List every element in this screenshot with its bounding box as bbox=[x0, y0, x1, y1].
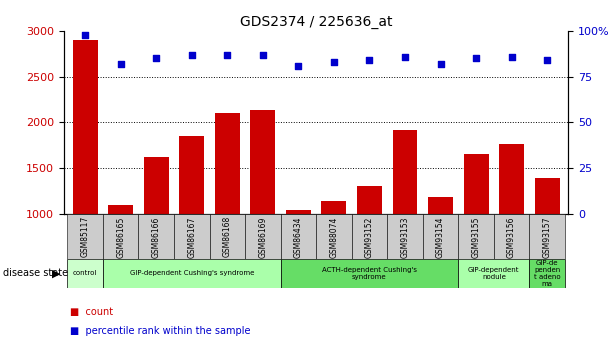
Text: ACTH-dependent Cushing's
syndrome: ACTH-dependent Cushing's syndrome bbox=[322, 267, 417, 280]
Bar bbox=[174, 214, 210, 259]
Bar bbox=[250, 110, 275, 214]
Point bbox=[542, 58, 552, 63]
Bar bbox=[73, 40, 98, 214]
Bar bbox=[103, 214, 139, 259]
Point bbox=[436, 61, 446, 67]
Bar bbox=[316, 214, 351, 259]
Text: control: control bbox=[73, 270, 97, 276]
Bar bbox=[144, 157, 168, 214]
Text: ■  percentile rank within the sample: ■ percentile rank within the sample bbox=[70, 326, 250, 336]
Bar bbox=[530, 214, 565, 259]
Bar bbox=[108, 205, 133, 214]
Bar bbox=[286, 210, 311, 214]
Text: GSM88074: GSM88074 bbox=[330, 216, 339, 257]
Bar bbox=[494, 214, 530, 259]
Point bbox=[187, 52, 196, 58]
Text: GIP-dependent
nodule: GIP-dependent nodule bbox=[468, 267, 520, 280]
Bar bbox=[534, 178, 559, 214]
Text: GSM86165: GSM86165 bbox=[116, 216, 125, 257]
Point bbox=[471, 56, 481, 61]
Text: GSM86167: GSM86167 bbox=[187, 216, 196, 257]
Text: ▶: ▶ bbox=[52, 268, 61, 278]
Text: GSM86434: GSM86434 bbox=[294, 216, 303, 258]
Bar bbox=[245, 214, 281, 259]
Text: GSM86166: GSM86166 bbox=[152, 216, 161, 257]
Text: GSM93157: GSM93157 bbox=[543, 216, 551, 258]
Bar bbox=[179, 136, 204, 214]
Text: GIP-dependent Cushing's syndrome: GIP-dependent Cushing's syndrome bbox=[130, 270, 254, 276]
Text: GSM86168: GSM86168 bbox=[223, 216, 232, 257]
Point bbox=[80, 32, 90, 38]
Text: GSM93154: GSM93154 bbox=[436, 216, 445, 258]
Point bbox=[400, 54, 410, 59]
Title: GDS2374 / 225636_at: GDS2374 / 225636_at bbox=[240, 14, 392, 29]
Text: GSM93155: GSM93155 bbox=[472, 216, 480, 258]
Text: GSM93156: GSM93156 bbox=[507, 216, 516, 258]
Bar bbox=[458, 259, 530, 288]
Bar bbox=[499, 145, 524, 214]
Bar bbox=[428, 197, 453, 214]
Bar bbox=[103, 259, 281, 288]
Point bbox=[294, 63, 303, 69]
Point bbox=[506, 54, 516, 59]
Bar bbox=[210, 214, 245, 259]
Text: GSM93153: GSM93153 bbox=[401, 216, 410, 258]
Bar bbox=[67, 259, 103, 288]
Bar bbox=[387, 214, 423, 259]
Point bbox=[116, 61, 126, 67]
Bar bbox=[281, 214, 316, 259]
Bar bbox=[139, 214, 174, 259]
Bar bbox=[281, 259, 458, 288]
Point bbox=[329, 59, 339, 65]
Bar bbox=[458, 214, 494, 259]
Bar bbox=[67, 214, 103, 259]
Text: GSM85117: GSM85117 bbox=[81, 216, 89, 257]
Text: ■  count: ■ count bbox=[70, 307, 113, 317]
Point bbox=[151, 56, 161, 61]
Bar bbox=[351, 214, 387, 259]
Bar bbox=[322, 201, 347, 214]
Bar bbox=[215, 113, 240, 214]
Point bbox=[223, 52, 232, 58]
Text: GIP-de
penden
t adeno
ma: GIP-de penden t adeno ma bbox=[534, 260, 561, 287]
Bar bbox=[464, 154, 488, 214]
Bar bbox=[530, 259, 565, 288]
Text: disease state: disease state bbox=[3, 268, 68, 278]
Bar bbox=[393, 130, 418, 214]
Text: GSM86169: GSM86169 bbox=[258, 216, 268, 257]
Point bbox=[258, 52, 268, 58]
Point bbox=[365, 58, 375, 63]
Text: GSM93152: GSM93152 bbox=[365, 216, 374, 257]
Bar bbox=[423, 214, 458, 259]
Bar bbox=[357, 186, 382, 214]
